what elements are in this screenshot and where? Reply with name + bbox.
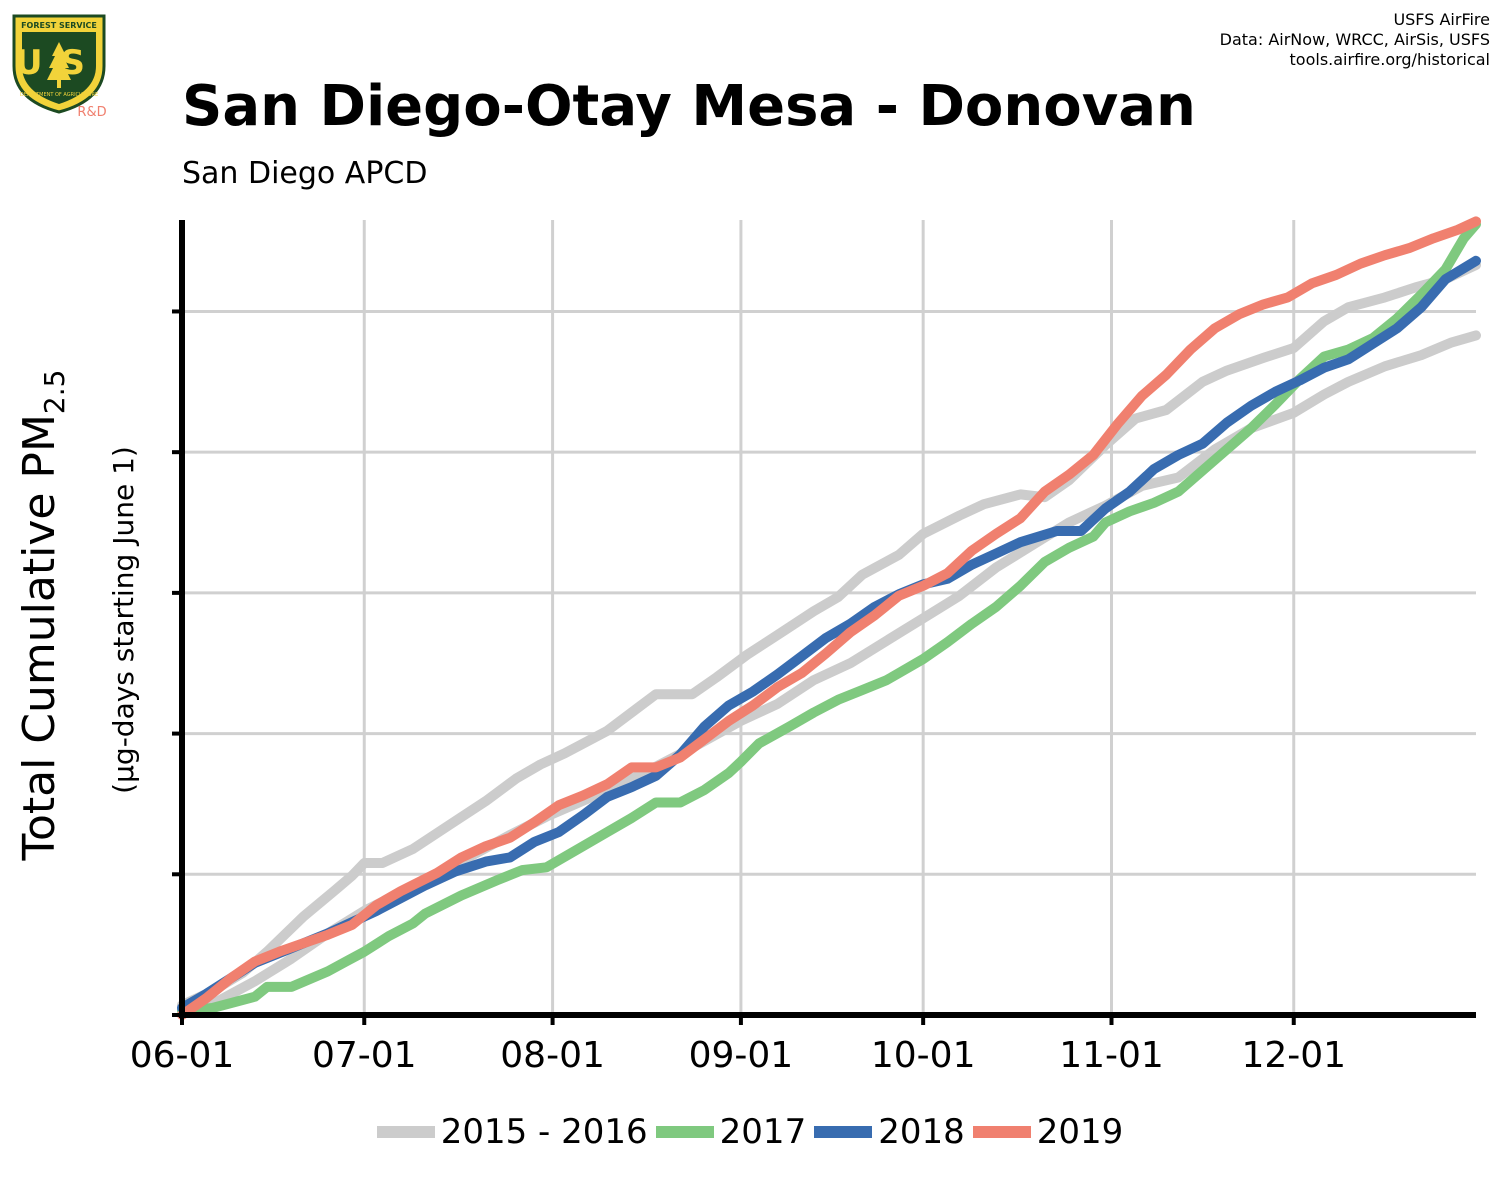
series-layer <box>177 216 1481 1020</box>
y-axis-title-main: Total Cumulative PM <box>14 414 65 861</box>
x-tick-label: 11-01 <box>1059 1035 1164 1076</box>
series-line <box>177 219 1481 1016</box>
chart-subtitle: San Diego APCD <box>182 156 428 191</box>
legend-item: 2018 <box>814 1112 965 1152</box>
legend-label: 2015 - 2016 <box>440 1112 648 1152</box>
legend: 2015 - 2016 2017 2018 2019 <box>0 1112 1500 1152</box>
legend-label: 2017 <box>719 1112 807 1152</box>
x-tick-label: 08-01 <box>500 1035 605 1076</box>
legend-label: 2019 <box>1036 1112 1124 1152</box>
logo-bottom-text: DEPARTMENT OF AGRICULTURE <box>20 92 98 98</box>
legend-swatch <box>655 1126 714 1138</box>
logo-tag: R&D <box>77 105 106 118</box>
grid <box>182 220 1476 1015</box>
x-tick-label: 10-01 <box>871 1035 976 1076</box>
series-line <box>177 255 1481 1013</box>
credit-line: Data: AirNow, WRCC, AirSis, USFS <box>1219 30 1490 49</box>
legend-item: 2015 - 2016 <box>376 1112 648 1152</box>
credit-line: USFS AirFire <box>1393 10 1490 29</box>
credit-line: tools.airfire.org/historical <box>1289 50 1490 69</box>
series-line <box>177 216 1481 1020</box>
x-tick-label: 07-01 <box>312 1035 417 1076</box>
axis-labels: Total Cumulative PM2.5 (µg-days starting… <box>14 370 140 862</box>
chart-title: San Diego-Otay Mesa - Donovan <box>182 74 1196 139</box>
usfs-logo: FOREST SERVICE US DEPARTMENT OF AGRICULT… <box>12 14 107 118</box>
y-axis-note: (µg-days starting June 1) <box>107 446 140 794</box>
x-tick-label: 06-01 <box>130 1035 235 1076</box>
logo-top-text: FOREST SERVICE <box>21 21 97 30</box>
legend-swatch <box>376 1126 435 1138</box>
legend-swatch <box>814 1126 873 1138</box>
credits: USFS AirFire Data: AirNow, WRCC, AirSis,… <box>1220 10 1490 70</box>
legend-label: 2018 <box>878 1112 965 1152</box>
legend-item: 2017 <box>655 1112 807 1152</box>
tree-icon <box>47 42 71 80</box>
series-line <box>177 260 1481 1011</box>
y-axis-title: Total Cumulative PM2.5 <box>14 370 71 862</box>
x-tick-label: 12-01 <box>1241 1035 1346 1076</box>
legend-item: 2019 <box>972 1112 1124 1152</box>
y-axis-title-subscript: 2.5 <box>38 370 71 415</box>
axes: 06-01 07-01 08-01 09-01 10-01 11-01 12-01 <box>130 220 1476 1076</box>
x-tick-label: 09-01 <box>689 1035 794 1076</box>
legend-swatch <box>972 1126 1031 1138</box>
